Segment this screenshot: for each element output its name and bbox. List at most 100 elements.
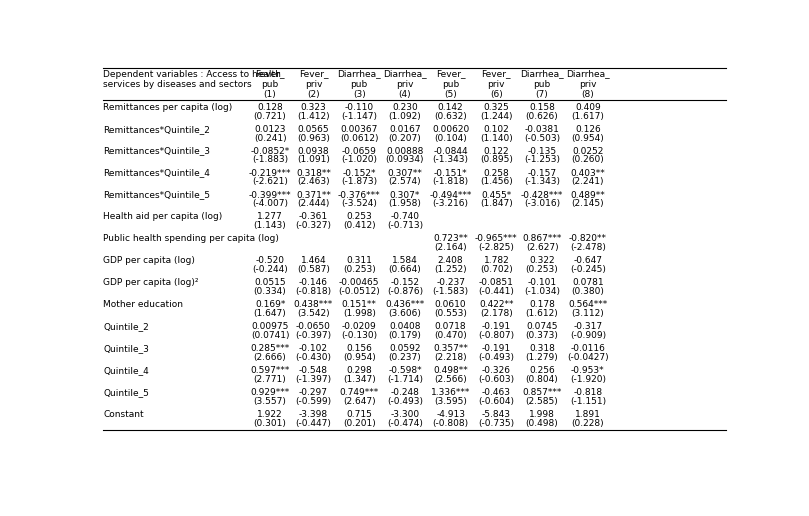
Text: 0.00367: 0.00367 — [341, 125, 378, 134]
Text: (-1.920): (-1.920) — [570, 375, 606, 384]
Text: (0.228): (0.228) — [571, 419, 604, 428]
Text: (0.954): (0.954) — [571, 134, 604, 142]
Text: (0.963): (0.963) — [297, 134, 330, 142]
Text: 0.715: 0.715 — [346, 410, 372, 419]
Text: 0.156: 0.156 — [346, 344, 372, 353]
Text: (1.143): (1.143) — [254, 221, 286, 230]
Text: -0.152: -0.152 — [391, 278, 419, 287]
Text: Remittances*Quintile_2: Remittances*Quintile_2 — [104, 125, 210, 134]
Text: Fever_
priv
(2): Fever_ priv (2) — [299, 70, 328, 100]
Text: (0.301): (0.301) — [254, 419, 286, 428]
Text: (2.444): (2.444) — [297, 199, 329, 208]
Text: 0.438***: 0.438*** — [294, 300, 333, 309]
Text: (1.612): (1.612) — [526, 309, 558, 318]
Text: 0.409: 0.409 — [575, 103, 601, 112]
Text: (1.456): (1.456) — [480, 178, 513, 186]
Text: 0.403**: 0.403** — [570, 169, 605, 178]
Text: 0.357**: 0.357** — [433, 344, 468, 353]
Text: 0.311: 0.311 — [346, 256, 372, 265]
Text: Diarrhea_
pub
(3): Diarrhea_ pub (3) — [337, 70, 381, 100]
Text: (0.721): (0.721) — [254, 111, 286, 121]
Text: Remittances*Quintile_5: Remittances*Quintile_5 — [104, 190, 210, 200]
Text: (0.954): (0.954) — [343, 353, 375, 362]
Text: (-2.825): (-2.825) — [478, 243, 515, 252]
Text: 0.0408: 0.0408 — [389, 322, 421, 331]
Text: Quintile_5: Quintile_5 — [104, 388, 150, 397]
Text: (2.647): (2.647) — [343, 397, 375, 406]
Text: Public health spending per capita (log): Public health spending per capita (log) — [104, 234, 279, 244]
Text: (2.771): (2.771) — [254, 375, 286, 384]
Text: (-0.808): (-0.808) — [433, 419, 468, 428]
Text: (-1.397): (-1.397) — [295, 375, 332, 384]
Text: (-1.883): (-1.883) — [252, 155, 288, 165]
Text: 0.318**: 0.318** — [296, 169, 331, 178]
Text: 0.0252: 0.0252 — [572, 147, 604, 156]
Text: 0.749***: 0.749*** — [340, 388, 379, 397]
Text: 0.307*: 0.307* — [390, 190, 420, 200]
Text: (3.112): (3.112) — [571, 309, 604, 318]
Text: 0.0610: 0.0610 — [435, 300, 467, 309]
Text: 0.436***: 0.436*** — [385, 300, 425, 309]
Text: (-1.034): (-1.034) — [524, 287, 560, 296]
Text: -0.00465: -0.00465 — [339, 278, 379, 287]
Text: Fever_
priv
(6): Fever_ priv (6) — [481, 70, 511, 100]
Text: Fever_
pub
(5): Fever_ pub (5) — [436, 70, 465, 100]
Text: (-0.493): (-0.493) — [478, 353, 515, 362]
Text: (-1.583): (-1.583) — [433, 287, 468, 296]
Text: (2.463): (2.463) — [297, 178, 330, 186]
Text: 0.258: 0.258 — [484, 169, 509, 178]
Text: (3.595): (3.595) — [434, 397, 467, 406]
Text: 0.151**: 0.151** — [341, 300, 377, 309]
Text: (-1.020): (-1.020) — [341, 155, 377, 165]
Text: -0.598*: -0.598* — [388, 366, 421, 375]
Text: -0.135: -0.135 — [527, 147, 557, 156]
Text: (1.092): (1.092) — [388, 111, 421, 121]
Text: (-0.713): (-0.713) — [387, 221, 423, 230]
Text: 0.597***: 0.597*** — [251, 366, 290, 375]
Text: 1.922: 1.922 — [257, 410, 283, 419]
Text: -0.548: -0.548 — [299, 366, 328, 375]
Text: 0.0718: 0.0718 — [435, 322, 467, 331]
Text: (-0.245): (-0.245) — [570, 265, 606, 274]
Text: 0.857***: 0.857*** — [523, 388, 561, 397]
Text: (1.252): (1.252) — [434, 265, 467, 274]
Text: (-0.503): (-0.503) — [524, 134, 560, 142]
Text: (0.241): (0.241) — [254, 134, 286, 142]
Text: 0.102: 0.102 — [484, 125, 509, 134]
Text: (0.470): (0.470) — [434, 331, 467, 340]
Text: Quintile_3: Quintile_3 — [104, 344, 150, 353]
Text: -0.101: -0.101 — [527, 278, 557, 287]
Text: 0.158: 0.158 — [529, 103, 555, 112]
Text: (-2.621): (-2.621) — [252, 178, 288, 186]
Text: (1.647): (1.647) — [254, 309, 286, 318]
Text: Diarrhea_
priv
(4): Diarrhea_ priv (4) — [383, 70, 426, 100]
Text: -0.647: -0.647 — [574, 256, 603, 265]
Text: -0.248: -0.248 — [391, 388, 419, 397]
Text: Dependent variables : Access to health
services by diseases and sectors: Dependent variables : Access to health s… — [104, 70, 282, 89]
Text: (0.253): (0.253) — [343, 265, 375, 274]
Text: (-1.343): (-1.343) — [524, 178, 560, 186]
Text: 0.455*: 0.455* — [481, 190, 511, 200]
Text: (2.666): (2.666) — [254, 353, 286, 362]
Text: Diarrhea_
priv
(8): Diarrhea_ priv (8) — [566, 70, 610, 100]
Text: 1.336***: 1.336*** — [431, 388, 470, 397]
Text: 0.256: 0.256 — [529, 366, 555, 375]
Text: (1.244): (1.244) — [480, 111, 513, 121]
Text: (0.626): (0.626) — [526, 111, 558, 121]
Text: -0.297: -0.297 — [299, 388, 328, 397]
Text: (-0.474): (-0.474) — [387, 419, 423, 428]
Text: (-0.876): (-0.876) — [387, 287, 423, 296]
Text: (-3.524): (-3.524) — [341, 199, 377, 208]
Text: (0.253): (0.253) — [526, 265, 558, 274]
Text: (0.0612): (0.0612) — [340, 134, 379, 142]
Text: -3.398: -3.398 — [299, 410, 328, 419]
Text: -0.740: -0.740 — [391, 213, 419, 221]
Text: (3.542): (3.542) — [297, 309, 330, 318]
Text: Quintile_2: Quintile_2 — [104, 322, 149, 331]
Text: 0.307**: 0.307** — [388, 169, 422, 178]
Text: -0.191: -0.191 — [482, 344, 511, 353]
Text: (-0.447): (-0.447) — [295, 419, 332, 428]
Text: (2.585): (2.585) — [526, 397, 558, 406]
Text: -0.191: -0.191 — [482, 322, 511, 331]
Text: (0.201): (0.201) — [343, 419, 375, 428]
